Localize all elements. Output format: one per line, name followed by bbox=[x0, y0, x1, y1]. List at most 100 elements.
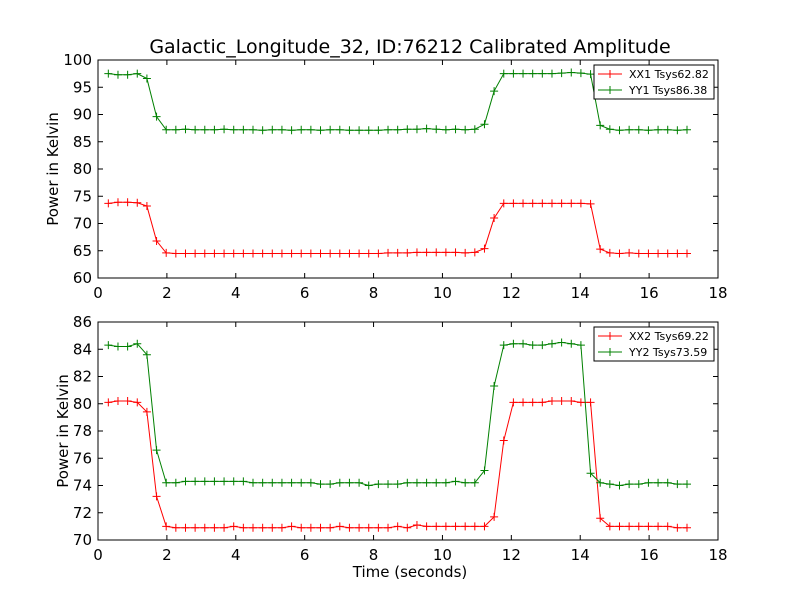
bottom-legend-box bbox=[593, 326, 715, 362]
bottom-series-xx2-point bbox=[326, 523, 335, 532]
bottom-series-yy2-point bbox=[586, 469, 595, 478]
bottom-series-yy2-point bbox=[200, 477, 209, 486]
top-series-yy1-point bbox=[470, 125, 479, 134]
top-series-xx1-point bbox=[104, 199, 113, 208]
top-series-yy1-point bbox=[586, 70, 595, 79]
top-series-yy1-point bbox=[509, 69, 518, 78]
bottom-series-xx2-point bbox=[104, 398, 113, 407]
bottom-legend: XX2 Tsys69.22 YY2 Tsys73.59 bbox=[593, 326, 715, 362]
top-series-xx1-point bbox=[519, 199, 528, 208]
bottom-x-tick-label: 6 bbox=[300, 546, 310, 564]
top-x-tick-label: 16 bbox=[640, 284, 659, 302]
top-series-xx1-point bbox=[615, 249, 624, 258]
top-series-xx1-point bbox=[162, 248, 171, 257]
top-series-xx1-point bbox=[673, 249, 682, 258]
top-series-yy1-point bbox=[432, 125, 441, 134]
bottom-series-xx2-point bbox=[461, 522, 470, 531]
top-series-yy1-point bbox=[277, 125, 286, 134]
top-series-yy1-point bbox=[654, 125, 663, 134]
top-series-xx1-point bbox=[249, 249, 257, 258]
bottom-series-xx2-point bbox=[480, 522, 489, 531]
bottom-series-yy2-point bbox=[345, 478, 354, 487]
top-series-yy1-point bbox=[258, 126, 267, 135]
top-series-xx1-point bbox=[191, 249, 200, 258]
bottom-series-xx2-point bbox=[152, 492, 161, 501]
bottom-series-xx2-point bbox=[364, 523, 373, 532]
bottom-series-xx2-point bbox=[355, 523, 364, 532]
bottom-series-xx2-point bbox=[547, 397, 556, 406]
bottom-series-xx2-point bbox=[634, 522, 643, 531]
bottom-y-tick-label: 70 bbox=[73, 531, 92, 549]
bottom-series-yy2-point bbox=[509, 339, 518, 348]
top-series-yy1-point bbox=[490, 87, 499, 96]
top-y-tick-label: 95 bbox=[73, 78, 92, 96]
bottom-series-yy2-point bbox=[249, 478, 257, 487]
bottom-series-yy2-point bbox=[220, 477, 229, 486]
bottom-series-xx2-point bbox=[142, 407, 151, 416]
bottom-series-yy2-point bbox=[615, 481, 624, 490]
top-series-xx1-point bbox=[576, 199, 585, 208]
bottom-series-xx2-point bbox=[287, 522, 296, 531]
top-series-yy1-point bbox=[567, 68, 576, 77]
bottom-series-xx2-point bbox=[335, 522, 344, 531]
bottom-series-xx2-point bbox=[567, 397, 576, 406]
bottom-series-yy2-point bbox=[567, 339, 576, 348]
top-series-yy1-point bbox=[412, 125, 421, 134]
bottom-series-yy2-point bbox=[229, 477, 238, 486]
top-series-yy1-point bbox=[557, 69, 566, 78]
top-series-xx1-point bbox=[461, 248, 470, 257]
bottom-series-xx2-point bbox=[384, 523, 393, 532]
bottom-series-xx2-point bbox=[133, 398, 142, 407]
bottom-series-yy2-point bbox=[432, 478, 441, 487]
top-series-yy1-point bbox=[104, 69, 113, 78]
top-series-xx1-point bbox=[287, 249, 296, 258]
bottom-series-xx2-point bbox=[412, 521, 421, 530]
top-series-yy1-point bbox=[220, 125, 229, 134]
top-series-yy1-point bbox=[200, 125, 209, 134]
bottom-series-xx2-point bbox=[576, 398, 585, 407]
top-series-yy1-point bbox=[461, 125, 470, 134]
top-series-yy1-point bbox=[287, 126, 296, 135]
top-series-yy1-point bbox=[393, 125, 402, 134]
top-series-xx1-point bbox=[123, 198, 132, 207]
bottom-series-xx2-point bbox=[268, 523, 277, 532]
bottom-series-yy2-point bbox=[683, 480, 691, 489]
top-series-xx1-point bbox=[625, 248, 634, 257]
bottom-series-yy2-point bbox=[461, 478, 470, 487]
bottom-legend-xx2-marker bbox=[606, 332, 614, 340]
top-series-yy1-point bbox=[547, 69, 556, 78]
bottom-series-yy2-point bbox=[355, 478, 364, 487]
bottom-series-xx2-point bbox=[432, 522, 441, 531]
top-x-tick-label: 6 bbox=[300, 284, 310, 302]
top-series-yy1-point bbox=[297, 125, 306, 134]
top-series-xx1-point bbox=[220, 249, 229, 258]
top-series-xx1-point bbox=[268, 249, 277, 258]
top-series-xx1-point bbox=[654, 249, 663, 258]
top-series-yy1-point bbox=[142, 74, 151, 83]
top-series-xx1-point bbox=[432, 248, 441, 257]
bottom-series-xx2-point bbox=[403, 523, 412, 532]
bottom-x-tick-label: 18 bbox=[708, 546, 727, 564]
bottom-y-tick-label: 82 bbox=[73, 368, 92, 386]
top-series-yy1-point bbox=[152, 112, 161, 121]
bottom-series-xx2-point bbox=[586, 398, 595, 407]
top-x-tick-label: 10 bbox=[433, 284, 452, 302]
top-series-yy1-point bbox=[326, 125, 335, 134]
top-series-yy1-point bbox=[133, 69, 142, 78]
top-series-yy1-point bbox=[229, 125, 238, 134]
top-x-tick-label: 0 bbox=[93, 284, 103, 302]
bottom-legend-yy2-marker bbox=[606, 348, 614, 356]
bottom-series-xx2-point bbox=[683, 523, 691, 532]
bottom-y-tick-label: 84 bbox=[73, 340, 92, 358]
top-series-xx1-point bbox=[229, 249, 238, 258]
bottom-series-yy2-point bbox=[441, 478, 450, 487]
top-x-tick-label: 2 bbox=[162, 284, 172, 302]
top-y-tick-label: 85 bbox=[73, 133, 92, 151]
bottom-series-yy2-point bbox=[538, 341, 547, 350]
top-series-yy1-point bbox=[576, 69, 585, 78]
bottom-y-tick-label: 76 bbox=[73, 449, 92, 467]
bottom-series-yy2-point bbox=[133, 339, 142, 348]
bottom-x-tick-label: 12 bbox=[502, 546, 521, 564]
top-series-yy1-point bbox=[605, 125, 614, 134]
top-x-tick-label: 8 bbox=[369, 284, 379, 302]
